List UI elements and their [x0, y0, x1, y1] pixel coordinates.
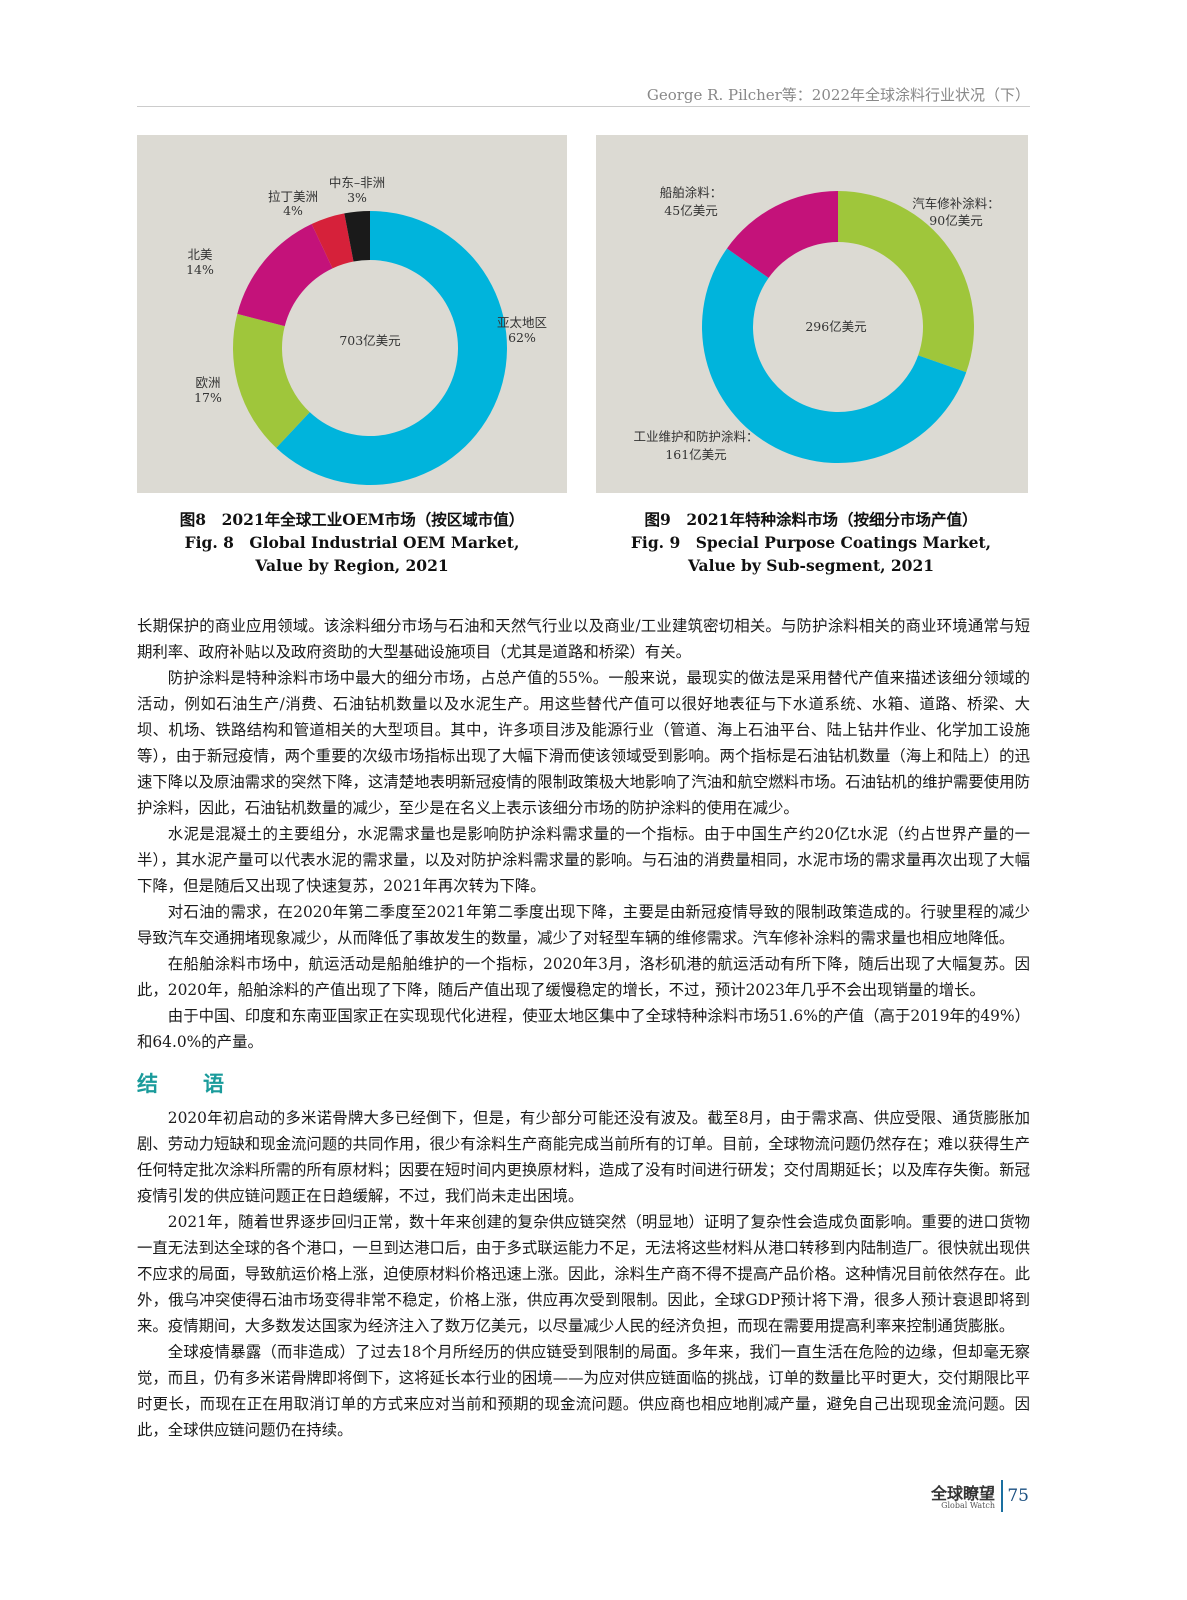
page-number: 75 — [1007, 1486, 1029, 1506]
donut-slice — [344, 211, 370, 262]
donut-slice — [237, 224, 333, 327]
paragraph: 长期保护的商业应用领域。该涂料细分市场与石油和天然气行业以及商业/工业建筑密切相… — [137, 617, 1030, 661]
caption-en-line1: Fig. 8 Global Industrial OEM Market, — [184, 533, 520, 552]
donut-slice — [276, 211, 507, 485]
paragraph: 2021年，随着世界逐步回归正常，数十年来创建的复杂供应链突然（明显地）证明了复… — [137, 1213, 1030, 1335]
journal-brand: 全球瞭望 — [930, 1484, 995, 1503]
slice-label-name: 船舶涂料： — [660, 185, 723, 200]
slice-label-name: 亚太地区 — [497, 315, 547, 330]
body-section: 长期保护的商业应用领域。该涂料细分市场与石油和天然气行业以及商业/工业建筑密切相… — [137, 613, 1030, 1055]
donut-slice — [726, 191, 838, 278]
caption-cn: 图8 2021年全球工业OEM市场（按区域市值） — [179, 510, 525, 529]
paragraph: 全球疫情暴露（而非造成）了过去18个月所经历的供应链受到限制的局面。多年来，我们… — [137, 1343, 1030, 1439]
slice-label-value: 161亿美元 — [665, 447, 726, 462]
figure-9-caption: 图9 2021年特种涂料市场（按细分市场产值） Fig. 9 Special P… — [596, 508, 1026, 577]
journal-brand-en: Global Watch — [941, 1501, 995, 1510]
footer-divider — [1001, 1480, 1003, 1512]
slice-label-value: 90亿美元 — [929, 213, 982, 228]
center-label: 703亿美元 — [339, 333, 400, 348]
donut-slice — [702, 248, 967, 463]
slice-label-name: 欧洲 — [195, 375, 220, 390]
caption-en-line2: Value by Region, 2021 — [255, 556, 449, 575]
paragraph: 防护涂料是特种涂料市场中最大的细分市场，占总产值的55%。一般来说，最现实的做法… — [137, 669, 1030, 817]
paragraph: 由于中国、印度和东南亚国家正在实现现代化进程，使亚太地区集中了全球特种涂料市场5… — [137, 1007, 1030, 1051]
figure-8-caption: 图8 2021年全球工业OEM市场（按区域市值） Fig. 8 Global I… — [137, 508, 567, 577]
running-header: George R. Pilcher等：2022年全球涂料行业状况（下） — [646, 86, 1030, 104]
slice-label-name: 中东–非洲 — [329, 175, 385, 190]
slice-label-name: 工业维护和防护涂料： — [633, 429, 758, 444]
header-rule — [137, 106, 1030, 107]
slice-label-value: 17% — [194, 390, 222, 405]
slice-label-name: 北美 — [187, 247, 212, 262]
slice-label-value: 14% — [186, 262, 214, 277]
section-title-conclusion: 结 语 — [137, 1072, 236, 1096]
caption-en-line1: Fig. 9 Special Purpose Coatings Market, — [630, 533, 992, 552]
slice-label-value: 45亿美元 — [664, 203, 717, 218]
donut-slice — [838, 191, 974, 373]
donut-chart-oem-by-region: 703亿美元 亚太地区 62% 欧洲 17% 北美 14% 拉丁美洲 4% 中东… — [186, 175, 547, 485]
caption-en-line2: Value by Sub-segment, 2021 — [687, 556, 935, 575]
slice-label-value: 4% — [283, 203, 303, 218]
paragraph: 2020年初启动的多米诺骨牌大多已经倒下，但是，有少部分可能还没有波及。截至8月… — [137, 1109, 1030, 1205]
slice-label-value: 62% — [508, 330, 536, 345]
donut-slice — [311, 213, 354, 269]
paragraph: 对石油的需求，在2020年第二季度至2021年第二季度出现下降，主要是由新冠疫情… — [137, 903, 1030, 947]
slice-label-value: 3% — [347, 190, 367, 205]
paragraph: 水泥是混凝土的主要组分，水泥需求量也是影响防护涂料需求量的一个指标。由于中国生产… — [137, 825, 1030, 895]
donut-chart-special-coatings: 296亿美元 汽车修补涂料： 90亿美元 工业维护和防护涂料： 161亿美元 船… — [633, 185, 1000, 463]
slice-label-name: 拉丁美洲 — [268, 189, 318, 204]
figure-8-chart: 703亿美元 亚太地区 62% 欧洲 17% 北美 14% 拉丁美洲 4% 中东… — [137, 135, 567, 493]
slice-label-name: 汽车修补涂料： — [912, 196, 1000, 211]
paragraph: 在船舶涂料市场中，航运活动是船舶维护的一个指标，2020年3月，洛杉矶港的航运活… — [137, 955, 1030, 999]
conclusion-section: 2020年初启动的多米诺骨牌大多已经倒下，但是，有少部分可能还没有波及。截至8月… — [137, 1105, 1030, 1443]
donut-slice — [233, 313, 310, 448]
figure-9-chart: 296亿美元 汽车修补涂料： 90亿美元 工业维护和防护涂料： 161亿美元 船… — [596, 135, 1028, 493]
page-footer: 全球瞭望 Global Watch 75 — [925, 1478, 1035, 1518]
center-label: 296亿美元 — [805, 319, 866, 334]
caption-cn: 图9 2021年特种涂料市场（按细分市场产值） — [644, 510, 978, 529]
